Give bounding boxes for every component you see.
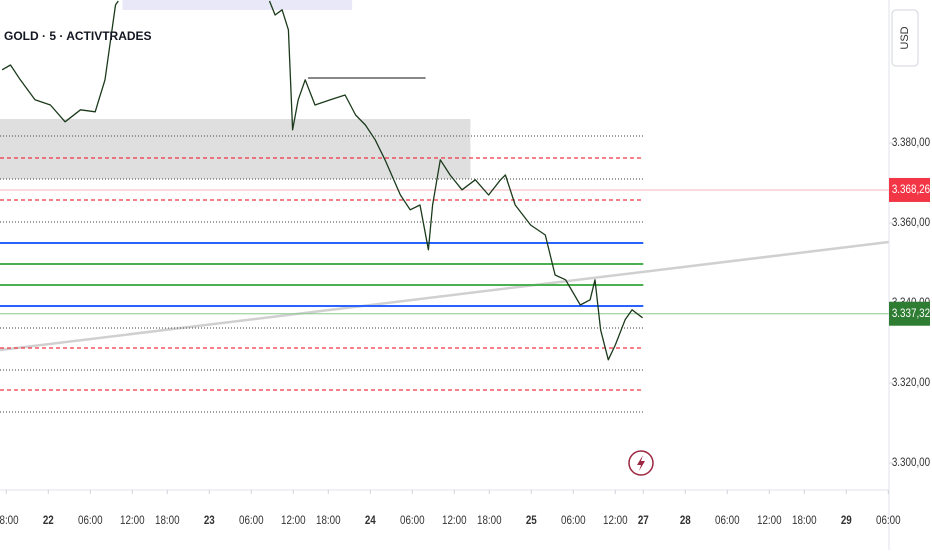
x-tick-label: 06:00 bbox=[715, 514, 740, 527]
price-line-series bbox=[1, 0, 643, 361]
price-badge-label: 3.368,26 bbox=[892, 183, 930, 196]
trendline bbox=[0, 240, 889, 352]
y-tick-label: 3.300,00 bbox=[892, 456, 930, 469]
x-tick-label: 27 bbox=[638, 514, 649, 527]
x-tick-label: 06:00 bbox=[561, 514, 586, 527]
x-tick-label: 12:00 bbox=[442, 514, 467, 527]
x-tick-label: 12:00 bbox=[603, 514, 628, 527]
x-tick-label: 23 bbox=[204, 514, 215, 527]
x-tick-label: 18:00 bbox=[316, 514, 341, 527]
x-tick-label: 29 bbox=[841, 514, 852, 527]
x-tick-label: 06:00 bbox=[78, 514, 103, 527]
x-tick-label: 12:00 bbox=[281, 514, 306, 527]
x-tick-label: 06:00 bbox=[400, 514, 425, 527]
price-badge-label: 3.337,32 bbox=[892, 307, 930, 320]
x-tick-label: 12:00 bbox=[757, 514, 782, 527]
price-badge bbox=[889, 301, 930, 326]
plot-area bbox=[0, 0, 889, 413]
y-tick-label: 3.380,00 bbox=[892, 136, 930, 149]
x-tick-label: 18:00 bbox=[792, 514, 817, 527]
x-tick-label: 18:00 bbox=[477, 514, 502, 527]
alert-icon[interactable] bbox=[628, 450, 654, 476]
currency[interactable]: USD bbox=[899, 26, 911, 49]
zone bbox=[0, 119, 471, 179]
x-tick-label: 24 bbox=[365, 514, 377, 527]
x-tick-label: 28 bbox=[680, 514, 691, 527]
x-tick-label: 18:00 bbox=[0, 514, 19, 527]
y-tick-label: 3.360,00 bbox=[892, 216, 930, 229]
price-badge bbox=[889, 177, 930, 202]
y-tick-label: 3.320,00 bbox=[892, 376, 930, 389]
zone bbox=[122, 0, 353, 10]
chart-title: GOLD · 5 · ACTIVTRADES bbox=[4, 29, 152, 43]
x-tick-label: 06:00 bbox=[876, 514, 901, 527]
currency-box[interactable] bbox=[891, 9, 919, 67]
x-tick-label: 25 bbox=[526, 514, 537, 527]
x-tick-label: 06:00 bbox=[239, 514, 264, 527]
x-tick-label: 12:00 bbox=[120, 514, 145, 527]
x-tick-label: 18:00 bbox=[155, 514, 180, 527]
x-tick-label: 22 bbox=[43, 514, 54, 527]
